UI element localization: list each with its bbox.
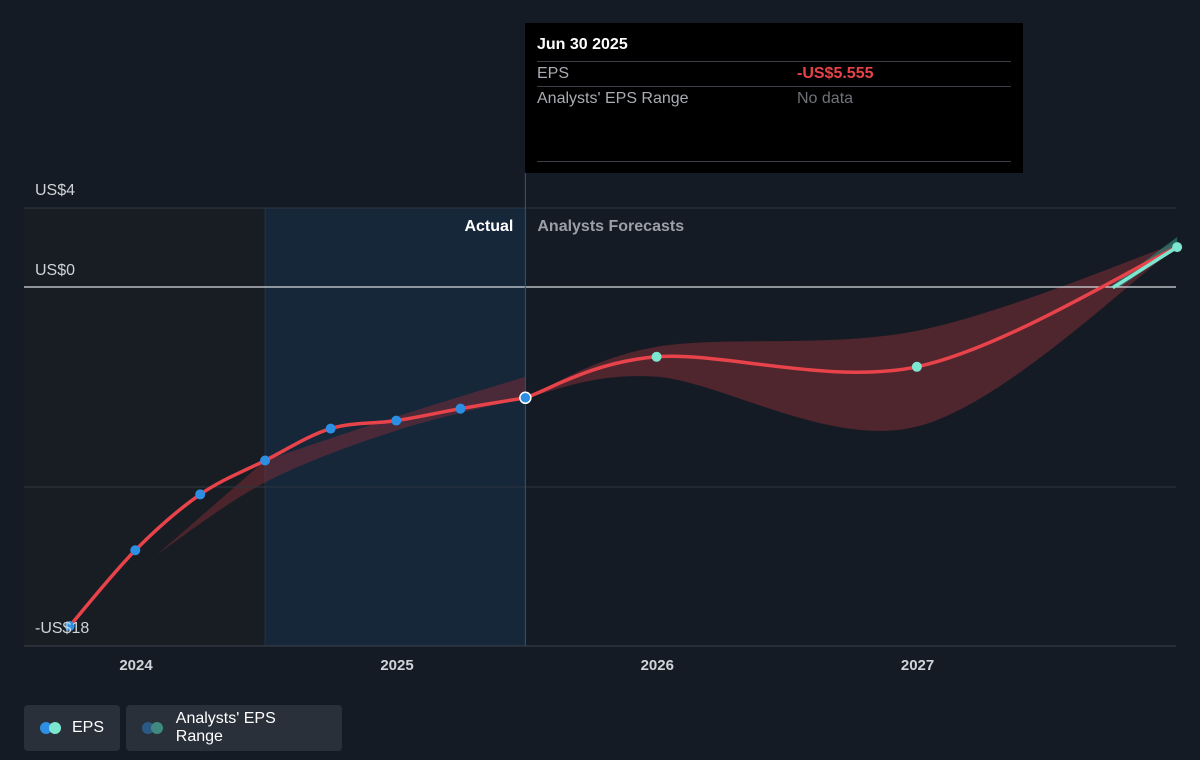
actual-eps-point bbox=[195, 489, 206, 500]
tooltip-eps-value: -US$5.555 bbox=[797, 65, 874, 82]
actual-eps-point bbox=[455, 403, 466, 414]
y-tick-label: US$0 bbox=[35, 262, 75, 279]
actual-eps-point bbox=[64, 621, 75, 632]
tooltip-spacer bbox=[537, 111, 1011, 162]
y-tick-label: -US$18 bbox=[35, 620, 89, 637]
past-shaded-region bbox=[24, 208, 266, 646]
chart-background bbox=[24, 208, 526, 646]
grid-lines bbox=[24, 172, 1176, 647]
tooltip-range-row: Analysts' EPS Range No data bbox=[537, 86, 1011, 111]
past-range-area bbox=[157, 376, 526, 555]
tooltip-eps-row: EPS -US$5.555 bbox=[537, 61, 1011, 86]
x-tick-label: 2024 bbox=[119, 657, 153, 674]
y-tick-label: US$4 bbox=[35, 182, 75, 199]
actual-eps-point bbox=[391, 415, 402, 426]
positive-range-area bbox=[1110, 237, 1178, 287]
x-tick-label: 2025 bbox=[380, 657, 413, 674]
tooltip-range-value: No data bbox=[797, 90, 854, 107]
eps-legend-icon bbox=[40, 722, 62, 734]
actual-eps-point bbox=[519, 391, 532, 405]
forecast-eps-point bbox=[1172, 242, 1183, 253]
legend-eps-label: EPS bbox=[71, 719, 104, 736]
legend-eps[interactable]: EPS bbox=[24, 705, 120, 751]
forecast-region-label: Analysts Forecasts bbox=[537, 218, 684, 235]
actual-region-label: Actual bbox=[464, 218, 513, 235]
x-tick-label: 2027 bbox=[901, 657, 934, 674]
legend-analysts-range[interactable]: Analysts' EPS Range bbox=[126, 705, 342, 751]
forecast-eps-positive-segment bbox=[1112, 245, 1179, 289]
forecast-range-area bbox=[525, 243, 1178, 431]
range-legend-icon bbox=[142, 722, 166, 734]
tooltip-date: Jun 30 2025 bbox=[537, 36, 628, 53]
tooltip-range-label: Analysts' EPS Range bbox=[537, 90, 689, 107]
eps-chart: US$4 US$0 -US$18 2024 2025 2026 2027 Actual Anal… bbox=[24, 172, 1183, 674]
tooltip-eps-label: EPS bbox=[537, 65, 570, 82]
forecast-eps-point bbox=[911, 361, 922, 372]
hover-tooltip: Jun 30 2025 EPS -US$5.555 Analysts' EPS … bbox=[525, 23, 1023, 173]
actual-eps-point bbox=[130, 545, 141, 556]
forecast-range-band bbox=[157, 237, 1178, 555]
eps-markers bbox=[64, 242, 1183, 632]
forecast-eps-line bbox=[523, 245, 1179, 400]
forecast-eps-point bbox=[651, 351, 662, 362]
actual-highlight-region bbox=[265, 208, 526, 646]
actual-eps-point bbox=[260, 455, 271, 466]
x-tick-label: 2026 bbox=[641, 657, 674, 674]
axis-labels: US$4 US$0 -US$18 2024 2025 2026 2027 Actual Anal… bbox=[35, 182, 934, 674]
legend-range-label: Analysts' EPS Range bbox=[175, 710, 276, 745]
actual-eps-point bbox=[325, 423, 336, 434]
